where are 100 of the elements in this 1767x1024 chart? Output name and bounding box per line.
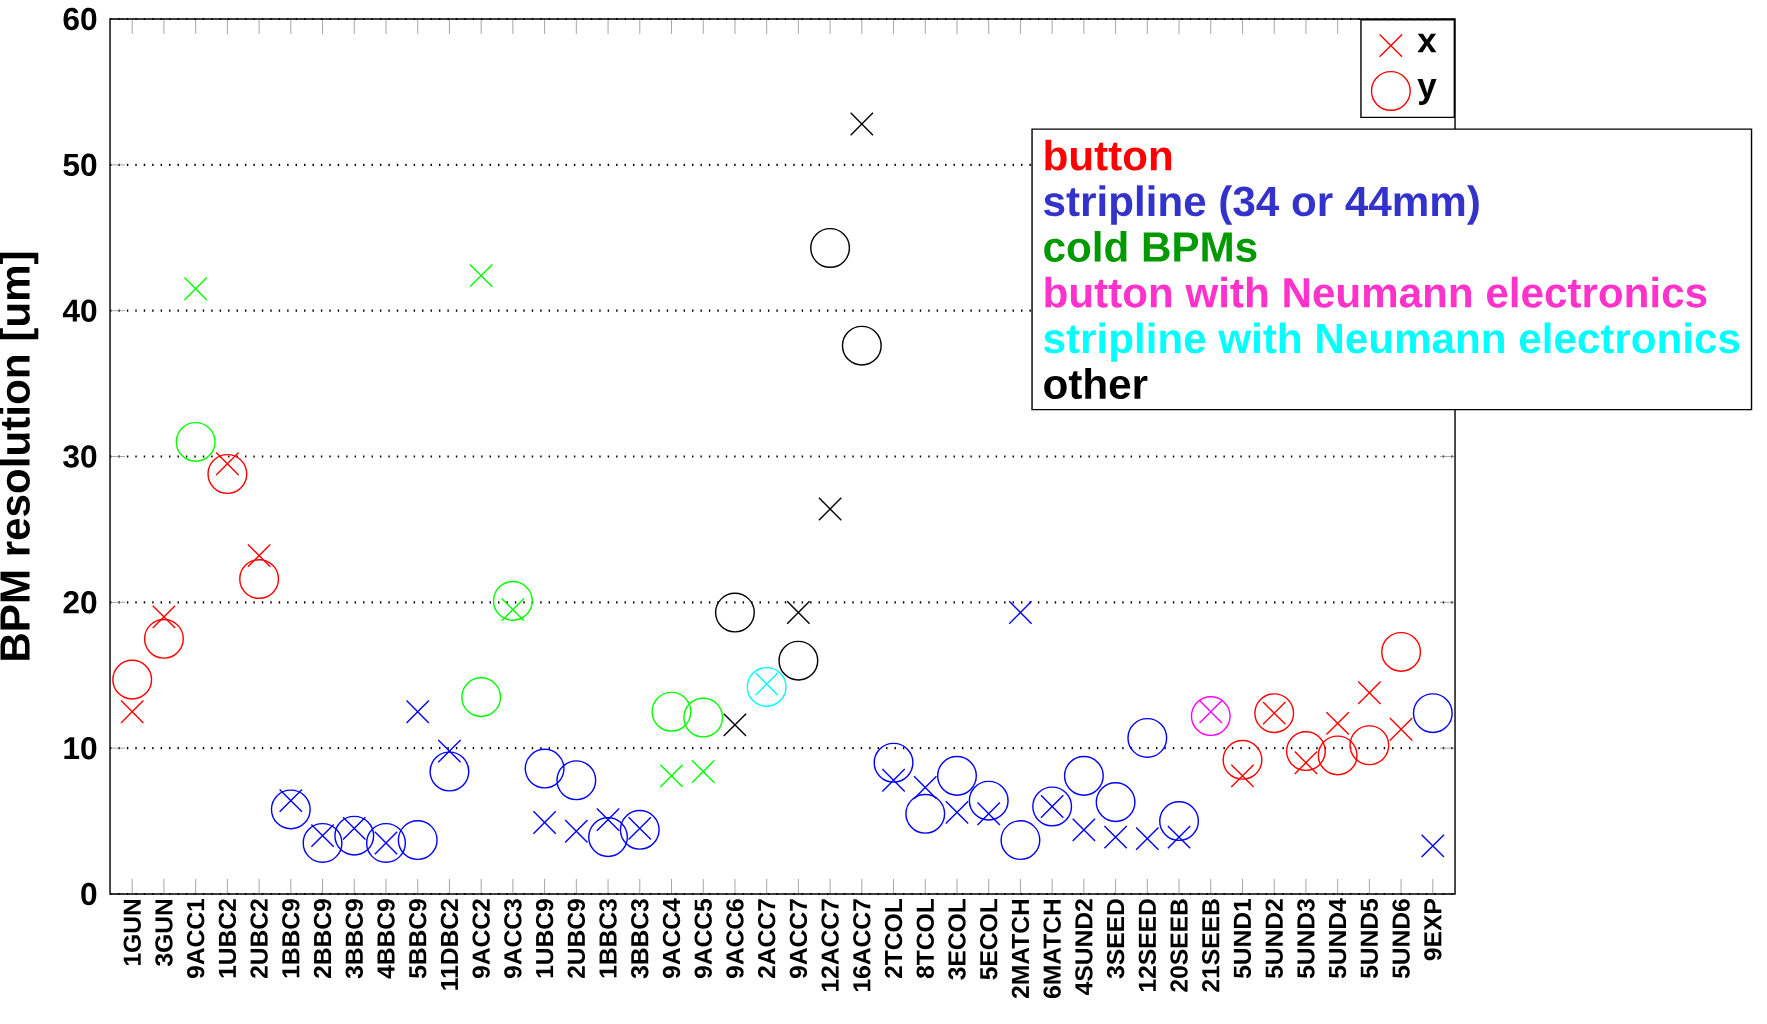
point bbox=[469, 263, 494, 288]
point bbox=[1103, 825, 1128, 850]
annotation: stripline (34 or 44mm) bbox=[1044, 185, 1479, 225]
point bbox=[1222, 739, 1263, 780]
point bbox=[461, 677, 502, 718]
y-tick-label: 20 bbox=[63, 591, 97, 614]
point bbox=[723, 712, 747, 737]
point bbox=[945, 800, 969, 825]
point bbox=[841, 325, 882, 366]
point bbox=[112, 659, 153, 700]
x-tick-label: 9ACC2 bbox=[472, 899, 490, 979]
point bbox=[183, 276, 208, 301]
x-tick-label: 12SEED bbox=[1138, 899, 1157, 992]
x-tick-label: 5UND5 bbox=[1360, 898, 1378, 979]
point bbox=[968, 780, 1009, 821]
point bbox=[1349, 725, 1390, 766]
point bbox=[1190, 696, 1231, 737]
y-tick-label: 60 bbox=[63, 7, 97, 31]
annotation: cold BPMs bbox=[1044, 231, 1257, 262]
point bbox=[405, 699, 430, 724]
x-tick-label: 6MATCH bbox=[1043, 899, 1061, 999]
point bbox=[302, 822, 343, 863]
x-tick-label: 9EXP bbox=[1424, 899, 1442, 961]
x-tick-label: 5ECOL bbox=[980, 898, 998, 980]
point bbox=[873, 742, 914, 783]
point bbox=[651, 691, 692, 732]
x-tick-label: 3ECOL bbox=[948, 898, 966, 980]
point bbox=[1381, 631, 1422, 672]
point bbox=[120, 699, 145, 724]
point bbox=[818, 497, 842, 521]
x-tick-label: 9ACC5 bbox=[694, 898, 712, 979]
y-tick-label: 0 bbox=[81, 882, 97, 906]
point bbox=[1095, 782, 1136, 823]
x-tick-label: 9ACC4 bbox=[662, 898, 681, 979]
point bbox=[1317, 735, 1358, 776]
point bbox=[556, 760, 597, 801]
point bbox=[746, 666, 787, 707]
point bbox=[714, 592, 755, 633]
x-tick-label: 5BBC9 bbox=[409, 899, 427, 979]
point bbox=[683, 697, 724, 738]
x-tick-label: 9ACC3 bbox=[504, 899, 522, 979]
legend-label: x bbox=[1417, 33, 1437, 53]
x-tick-label: 1BBC3 bbox=[599, 899, 617, 978]
point bbox=[397, 820, 438, 861]
x-tick-label: 1UBC9 bbox=[535, 899, 554, 978]
point bbox=[429, 751, 470, 792]
x-tick-label: 2BBC9 bbox=[313, 899, 332, 979]
point bbox=[334, 815, 375, 856]
point bbox=[691, 759, 716, 784]
point bbox=[270, 789, 311, 830]
point bbox=[810, 227, 851, 269]
point bbox=[564, 819, 589, 844]
point bbox=[1412, 693, 1453, 734]
annotation: button with Neumann electronics bbox=[1045, 276, 1707, 308]
point bbox=[849, 112, 874, 136]
x-tick-label: 9ACC7 bbox=[789, 899, 808, 979]
x-tick-label: 5UND1 bbox=[1233, 898, 1252, 979]
x-tick-label: 21SEEB bbox=[1202, 899, 1220, 992]
point bbox=[1071, 817, 1096, 842]
x-tick-label: 2UBC2 bbox=[250, 899, 268, 979]
x-tick-label: 2ACC7 bbox=[757, 899, 776, 979]
x-tick-label: 4BBC9 bbox=[377, 899, 395, 979]
x-tick-label: 5UND6 bbox=[1392, 899, 1410, 979]
x-tick-label: 1BBC9 bbox=[282, 899, 300, 978]
point bbox=[1008, 600, 1033, 625]
point bbox=[1357, 680, 1382, 705]
x-tick-label: 9ACC1 bbox=[186, 898, 205, 979]
point bbox=[1230, 763, 1255, 788]
x-tick-label: 2TCOL bbox=[884, 898, 903, 979]
x-tick-label: 3GUN bbox=[155, 899, 173, 967]
point bbox=[1159, 801, 1200, 842]
point bbox=[1127, 717, 1168, 758]
point bbox=[437, 739, 462, 763]
y-tick-label: 10 bbox=[64, 736, 97, 760]
annotation: button bbox=[1045, 139, 1172, 171]
x-tick-label: 5UND4 bbox=[1329, 898, 1347, 979]
x-tick-label: 5UND2 bbox=[1265, 899, 1283, 979]
x-tick-label: 2MATCH bbox=[1011, 899, 1030, 999]
x-tick-label: 12ACC7 bbox=[821, 899, 839, 992]
x-tick-label: 3SEED bbox=[1106, 899, 1125, 979]
point bbox=[976, 801, 1001, 826]
point bbox=[1063, 755, 1104, 796]
point bbox=[913, 775, 938, 800]
point bbox=[905, 793, 946, 834]
y-tick-label: 30 bbox=[63, 445, 97, 468]
point bbox=[175, 421, 216, 462]
point bbox=[1285, 731, 1326, 772]
point bbox=[659, 763, 684, 788]
point bbox=[152, 605, 176, 629]
y-tick-label: 50 bbox=[63, 153, 97, 177]
point bbox=[239, 558, 280, 600]
point bbox=[936, 755, 978, 796]
x-tick-label: 9ACC6 bbox=[726, 899, 744, 979]
x-tick-label: 11DBC2 bbox=[440, 899, 459, 990]
point bbox=[596, 807, 620, 832]
point bbox=[1167, 825, 1191, 850]
x-tick-label: 1GUN bbox=[123, 899, 141, 966]
x-tick-label: 2UBC9 bbox=[567, 899, 586, 979]
legend-label: y bbox=[1417, 79, 1437, 105]
point bbox=[143, 618, 184, 659]
